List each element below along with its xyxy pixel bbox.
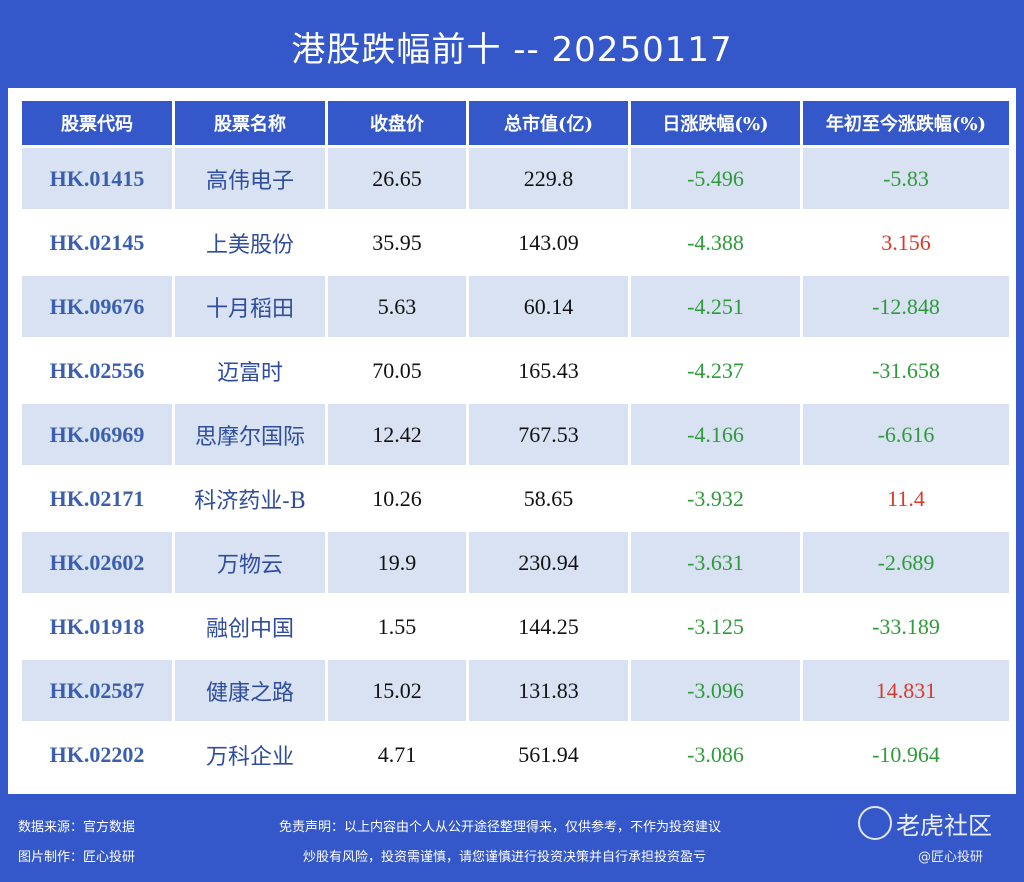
- market-cap: 767.53: [469, 404, 628, 465]
- ytd-change: -12.848: [803, 276, 1009, 337]
- daily-change: -3.096: [631, 660, 800, 721]
- market-cap: 230.94: [469, 532, 628, 593]
- stock-code: HK.01918: [22, 596, 172, 657]
- market-cap: 60.14: [469, 276, 628, 337]
- table-row: HK.06969 思摩尔国际 12.42 767.53 -4.166 -6.61…: [22, 404, 1009, 465]
- table-row: HK.02145 上美股份 35.95 143.09 -4.388 3.156: [22, 212, 1009, 273]
- close-price: 4.71: [328, 724, 466, 785]
- stock-code: HK.02602: [22, 532, 172, 593]
- table-row: HK.02556 迈富时 70.05 165.43 -4.237 -31.658: [22, 340, 1009, 401]
- stock-code: HK.02202: [22, 724, 172, 785]
- market-cap: 561.94: [469, 724, 628, 785]
- ytd-change: -2.689: [803, 532, 1009, 593]
- market-cap: 229.8: [469, 148, 628, 209]
- market-cap: 144.25: [469, 596, 628, 657]
- ytd-change: -6.616: [803, 404, 1009, 465]
- daily-change: -4.237: [631, 340, 800, 401]
- disclaimer-line-1: 免责声明：以上内容由个人从公开途径整理得来，仅供参考，不作为投资建议: [279, 820, 722, 835]
- tiger-logo-icon: [858, 806, 892, 840]
- close-price: 19.9: [328, 532, 466, 593]
- market-cap: 143.09: [469, 212, 628, 273]
- table-row: HK.02602 万物云 19.9 230.94 -3.631 -2.689: [22, 532, 1009, 593]
- daily-change: -3.631: [631, 532, 800, 593]
- daily-change: -4.388: [631, 212, 800, 273]
- ytd-change: -31.658: [803, 340, 1009, 401]
- table-header-row: 股票代码 股票名称 收盘价 总市值(亿) 日涨跌幅(%) 年初至今涨跌幅(%): [22, 101, 1009, 145]
- stock-code: HK.02556: [22, 340, 172, 401]
- market-cap: 58.65: [469, 468, 628, 529]
- stock-code: HK.02171: [22, 468, 172, 529]
- daily-change: -4.251: [631, 276, 800, 337]
- stock-code: HK.02587: [22, 660, 172, 721]
- close-price: 12.42: [328, 404, 466, 465]
- header-daily-change: 日涨跌幅(%): [631, 101, 800, 145]
- watermark-brand: 老虎社区: [896, 812, 992, 840]
- data-source-note: 数据来源：官方数据: [18, 820, 136, 835]
- watermark-handle: @匠心投研: [918, 850, 984, 865]
- table-row: HK.01415 高伟电子 26.65 229.8 -5.496 -5.83: [22, 148, 1009, 209]
- table-row: HK.09676 十月稻田 5.63 60.14 -4.251 -12.848: [22, 276, 1009, 337]
- stock-name: 上美股份: [175, 212, 325, 273]
- close-price: 5.63: [328, 276, 466, 337]
- stock-name: 高伟电子: [175, 148, 325, 209]
- table-panel: 股票代码 股票名称 收盘价 总市值(亿) 日涨跌幅(%) 年初至今涨跌幅(%) …: [8, 88, 1016, 794]
- table-row: HK.01918 融创中国 1.55 144.25 -3.125 -33.189: [22, 596, 1009, 657]
- image-maker-note: 图片制作：匠心投研: [18, 850, 136, 865]
- daily-change: -3.125: [631, 596, 800, 657]
- stock-name: 健康之路: [175, 660, 325, 721]
- daily-change: -5.496: [631, 148, 800, 209]
- daily-change: -3.932: [631, 468, 800, 529]
- close-price: 15.02: [328, 660, 466, 721]
- table-row: HK.02171 科济药业-B 10.26 58.65 -3.932 11.4: [22, 468, 1009, 529]
- stock-name: 十月稻田: [175, 276, 325, 337]
- ytd-change: -33.189: [803, 596, 1009, 657]
- close-price: 35.95: [328, 212, 466, 273]
- stock-name: 思摩尔国际: [175, 404, 325, 465]
- header-code: 股票代码: [22, 101, 172, 145]
- header-ytd-change: 年初至今涨跌幅(%): [803, 101, 1009, 145]
- stock-code: HK.06969: [22, 404, 172, 465]
- close-price: 1.55: [328, 596, 466, 657]
- ytd-change: 14.831: [803, 660, 1009, 721]
- market-cap: 131.83: [469, 660, 628, 721]
- close-price: 26.65: [328, 148, 466, 209]
- market-cap: 165.43: [469, 340, 628, 401]
- header-market-cap: 总市值(亿): [469, 101, 628, 145]
- ytd-change: 3.156: [803, 212, 1009, 273]
- close-price: 10.26: [328, 468, 466, 529]
- table-row: HK.02202 万科企业 4.71 561.94 -3.086 -10.964: [22, 724, 1009, 785]
- close-price: 70.05: [328, 340, 466, 401]
- ytd-change: 11.4: [803, 468, 1009, 529]
- stock-table: 股票代码 股票名称 收盘价 总市值(亿) 日涨跌幅(%) 年初至今涨跌幅(%) …: [19, 98, 1012, 788]
- stock-name: 科济药业-B: [175, 468, 325, 529]
- stock-code: HK.01415: [22, 148, 172, 209]
- daily-change: -4.166: [631, 404, 800, 465]
- daily-change: -3.086: [631, 724, 800, 785]
- stock-name: 万科企业: [175, 724, 325, 785]
- header-name: 股票名称: [175, 101, 325, 145]
- stock-name: 融创中国: [175, 596, 325, 657]
- ytd-change: -10.964: [803, 724, 1009, 785]
- ytd-change: -5.83: [803, 148, 1009, 209]
- page-title: 港股跌幅前十 -- 20250117: [291, 30, 733, 70]
- stock-name: 万物云: [175, 532, 325, 593]
- disclaimer-line-2: 炒股有风险，投资需谨慎，请您谨慎进行投资决策并自行承担投资盈亏: [303, 850, 707, 865]
- stock-name: 迈富时: [175, 340, 325, 401]
- stock-code: HK.02145: [22, 212, 172, 273]
- table-row: HK.02587 健康之路 15.02 131.83 -3.096 14.831: [22, 660, 1009, 721]
- header-close: 收盘价: [328, 101, 466, 145]
- stock-code: HK.09676: [22, 276, 172, 337]
